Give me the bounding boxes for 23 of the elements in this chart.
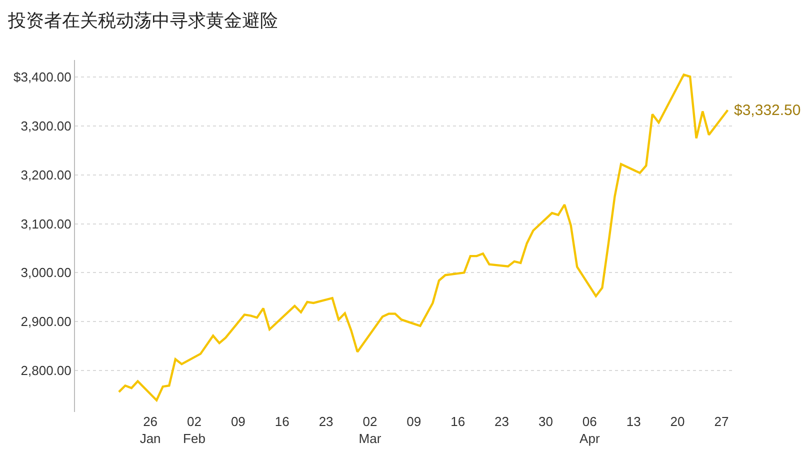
- x-tick-label: 02 Feb: [183, 414, 206, 446]
- x-tick-label: 23: [318, 414, 334, 429]
- y-tick-label: 3,100.00: [20, 216, 72, 232]
- x-tick-label: 30: [538, 414, 553, 429]
- x-tick-label: 02 Mar: [358, 414, 382, 446]
- x-tick-label: 16: [450, 414, 466, 429]
- y-tick-label: 2,900.00: [20, 314, 72, 330]
- x-tick-label: 27: [714, 414, 729, 429]
- y-tick-label: 2,800.00: [20, 362, 72, 378]
- x-tick-label: 20: [670, 414, 685, 429]
- x-tick-label: 09: [230, 414, 246, 429]
- x-tick-label: 06 Apr: [580, 414, 600, 446]
- annotation: $3,332.50: [734, 102, 801, 119]
- x-tick-label: 09: [406, 414, 422, 429]
- y-tick-label: 3,300.00: [20, 118, 72, 134]
- y-tick-label: 3,200.00: [20, 167, 72, 182]
- chart-title: 投资者在关税动荡中寻求黄金避险: [7, 10, 278, 32]
- x-tick-label: 16: [274, 414, 290, 429]
- x-tick-label: 26 Jan: [140, 414, 161, 446]
- x-tick-label: 13: [626, 414, 641, 429]
- y-tick-label: $3,400.00: [14, 70, 72, 85]
- y-tick-label: 3,000.00: [20, 265, 72, 280]
- x-tick-label: 23: [494, 414, 510, 429]
